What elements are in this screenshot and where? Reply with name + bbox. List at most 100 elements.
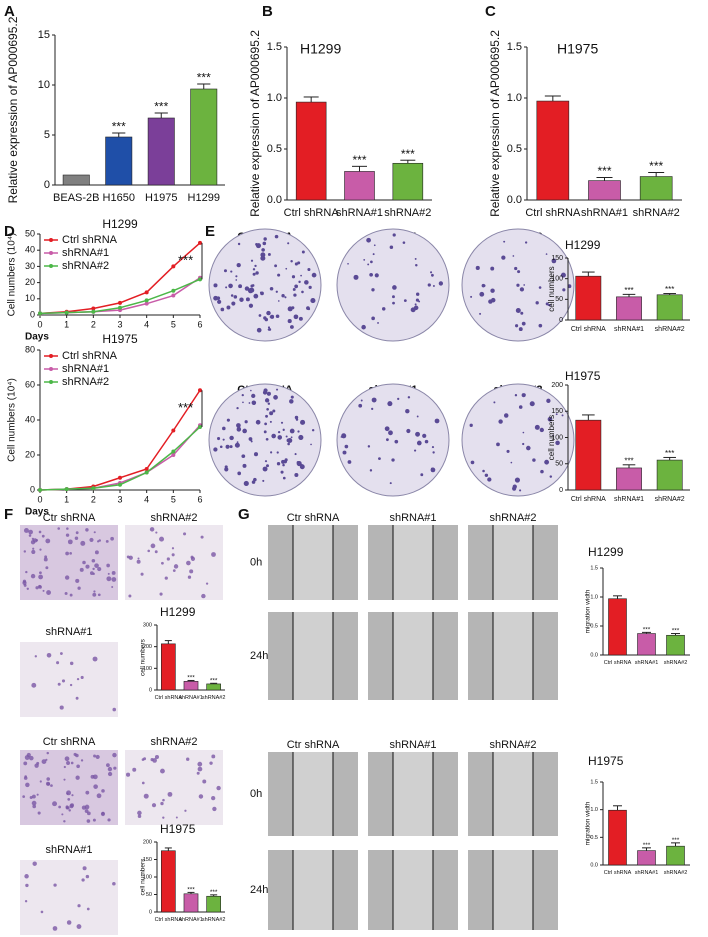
significance: *** [352,153,366,167]
cell [154,754,160,760]
colony [469,423,473,427]
wound-gap [293,850,333,930]
colony [538,286,542,289]
colony [265,437,269,441]
data-point [171,293,176,298]
bar [616,467,642,491]
cell [65,533,70,537]
colony [378,457,381,461]
y-tick-label: 150 [551,255,563,262]
cell [30,573,36,579]
y-tick-label: 100 [143,874,152,880]
y-axis-label: migration width [585,801,592,845]
colony [381,307,386,311]
colony [226,418,230,422]
colony [253,293,259,299]
cell [211,795,216,801]
colony-plate [336,228,450,342]
colony [298,280,301,284]
cell [50,784,53,787]
y-axis-label: Relative expression of AP000695.2 [6,16,20,203]
colony [522,442,525,446]
cell [64,575,70,580]
x-tick-label: shRNA#1 [614,496,644,503]
x-tick-label: 3 [117,494,122,504]
data-point [118,475,122,480]
cell [205,582,209,585]
significance: *** [187,674,195,681]
image-label: shRNA#1 [389,512,436,524]
colony [415,298,420,302]
colony [496,442,500,447]
cell [137,814,142,818]
cell [167,791,173,797]
colony [299,464,305,470]
cell [190,555,194,559]
colony [262,466,268,472]
colony [367,263,370,266]
cell [38,530,42,534]
cell [147,549,151,553]
cell [75,775,80,780]
y-tick-label: 60 [25,379,35,389]
cell [46,590,52,595]
x-tick-label: H1975 [145,192,177,204]
panel-letter: E [205,223,215,240]
x-tick-label: shRNA#2 [202,917,226,923]
colony [236,262,241,268]
cell [63,765,66,769]
cell [93,531,96,534]
y-tick-label: 10 [38,79,50,91]
colony [493,401,496,404]
colony [372,253,375,256]
wound-gap [293,525,333,600]
colony [267,402,271,405]
cell [141,781,145,785]
colony [289,399,294,404]
image-label: shRNA#1 [45,626,92,638]
cell [28,529,33,535]
cell [43,557,48,562]
colony [397,397,400,401]
cell [162,816,165,819]
cell [143,793,149,799]
colony [252,272,256,276]
colony [555,440,560,446]
panel-letter: D [4,223,15,240]
y-tick-label: 150 [551,408,563,415]
cell [59,705,64,710]
y-tick-label: 100 [143,666,152,672]
x-tick-label: 6 [197,319,202,329]
cell [29,795,33,799]
y-tick-label: 20 [25,449,35,459]
series-line [39,424,201,491]
colony [219,445,223,449]
bar [656,294,683,321]
wound-gap [293,752,333,836]
cell [23,550,27,553]
data-point [38,311,42,316]
cell [82,560,86,565]
cell [100,811,106,817]
significance: *** [649,159,663,173]
cell [151,803,157,808]
colony [484,473,489,477]
colony [281,294,285,298]
cell [107,766,113,772]
chart-title: H1975 [160,822,196,836]
colony [307,307,311,311]
y-tick-label: 0.0 [267,194,282,206]
colony [264,398,270,403]
colony [391,458,395,462]
x-axis-label: Days [25,332,49,343]
cell [161,561,164,565]
bar [639,176,673,201]
colony [392,233,396,237]
x-tick-label: 4 [144,494,149,504]
colony [268,328,272,331]
cell [110,536,114,541]
bar [392,162,424,201]
x-tick-label: shRNA#1 [635,660,659,666]
cell [52,801,58,807]
colony [264,422,267,426]
